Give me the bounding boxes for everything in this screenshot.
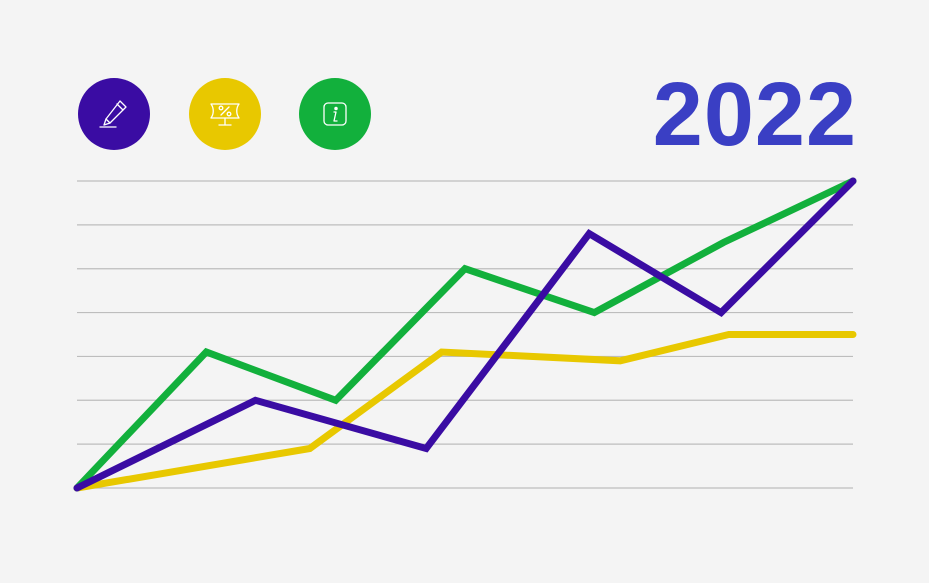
- pencil-icon: [99, 100, 127, 128]
- series-line-green: [73, 177, 857, 492]
- legend-pencil-badge: [78, 78, 150, 150]
- legend-percent-badge: [189, 78, 261, 150]
- info-icon: [323, 102, 347, 126]
- series-line-purple: [73, 177, 857, 492]
- percent-sign-icon: [210, 103, 240, 126]
- series-line-yellow: [73, 331, 857, 492]
- legend-info-badge: [299, 78, 371, 150]
- year-title: 2022: [652, 65, 857, 165]
